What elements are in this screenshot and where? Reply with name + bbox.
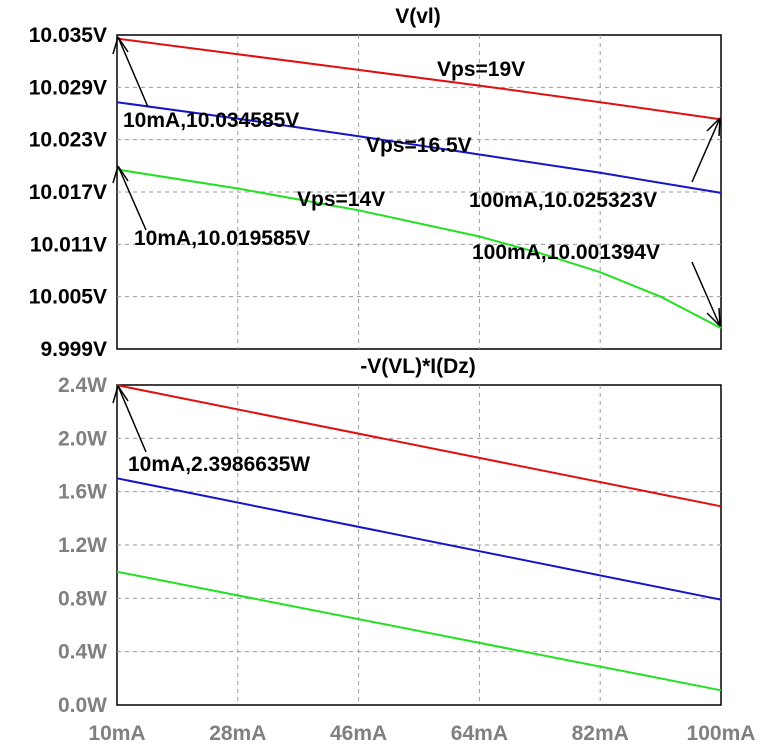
bottom-y-tick-label: 0.4W bbox=[58, 641, 107, 664]
top-y-tick-label: 10.023V bbox=[29, 129, 107, 152]
top-y-tick-label: 10.029V bbox=[29, 76, 107, 99]
bottom-series-line bbox=[116, 570, 722, 692]
annotation-100ma-10-025323v: 100mA,10.025323V bbox=[469, 189, 657, 212]
bottom-y-tick-labels: 0.0W 0.4W 0.8W 1.2W 1.6W 2.0W 2.4W bbox=[58, 374, 107, 717]
annotation-100ma-10-001394v: 100mA,10.001394V bbox=[472, 241, 660, 264]
annotation-arrow-100ma-green bbox=[691, 261, 721, 327]
top-annotations bbox=[112, 36, 721, 327]
x-tick-label: 28mA bbox=[209, 722, 266, 745]
bottom-series-lines bbox=[116, 384, 722, 692]
bottom-annotations bbox=[112, 385, 147, 453]
x-tick-label: 64mA bbox=[451, 722, 508, 745]
annotation-10ma-10-034585v: 10mA,10.034585V bbox=[123, 109, 299, 132]
top-y-tick-labels: 9.999V 10.005V 10.011V 10.017V 10.023V 10.029… bbox=[29, 24, 107, 361]
annotation-10ma-10-019585v: 10mA,10.019585V bbox=[134, 227, 310, 250]
top-y-tick-label: 10.005V bbox=[29, 286, 107, 309]
top-chart-title: V(vl) bbox=[395, 5, 441, 28]
top-y-tick-label: 10.035V bbox=[29, 24, 107, 47]
bottom-x-tick-labels: 10mA 28mA 46mA 64mA 82mA 100mA bbox=[88, 722, 755, 745]
annotation-arrow-10ma-green bbox=[112, 165, 147, 231]
annotation-vps-16-5v: Vps=16.5V bbox=[366, 134, 472, 157]
bottom-y-tick-label: 2.0W bbox=[58, 427, 107, 450]
bottom-series-line bbox=[116, 384, 722, 508]
top-series-line bbox=[116, 101, 722, 194]
bottom-y-tick-label: 0.0W bbox=[58, 694, 107, 717]
top-series-line bbox=[116, 37, 722, 121]
annotation-arrow-10ma-red bbox=[112, 36, 149, 108]
bottom-gridlines bbox=[117, 385, 721, 705]
x-tick-label: 82mA bbox=[572, 722, 629, 745]
top-y-tick-label: 10.017V bbox=[29, 181, 107, 204]
bottom-chart-title: -V(VL)*I(Dz) bbox=[360, 355, 475, 378]
top-y-tick-label: 9.999V bbox=[40, 338, 107, 361]
top-series-line bbox=[116, 168, 722, 329]
x-tick-label: 100mA bbox=[687, 722, 756, 745]
bottom-y-tick-label: 0.8W bbox=[58, 587, 107, 610]
annotation-arrow-100ma-red bbox=[691, 117, 721, 183]
x-tick-label: 46mA bbox=[330, 722, 387, 745]
top-series-lines bbox=[116, 37, 722, 329]
x-tick-label: 10mA bbox=[88, 722, 145, 745]
annotation-10ma-2-3986635w: 10mA,2.3986635W bbox=[128, 453, 310, 476]
bottom-y-tick-label: 2.4W bbox=[58, 374, 107, 397]
bottom-y-tick-label: 1.2W bbox=[58, 534, 107, 557]
annotation-vps-14v: Vps=14V bbox=[297, 188, 385, 211]
annotation-vps-19v: Vps=19V bbox=[437, 58, 525, 81]
bottom-y-tick-label: 1.6W bbox=[58, 481, 107, 504]
top-y-tick-label: 10.011V bbox=[30, 233, 107, 256]
annotation-arrow-10ma-power bbox=[112, 385, 147, 453]
bottom-series-line bbox=[116, 477, 722, 601]
